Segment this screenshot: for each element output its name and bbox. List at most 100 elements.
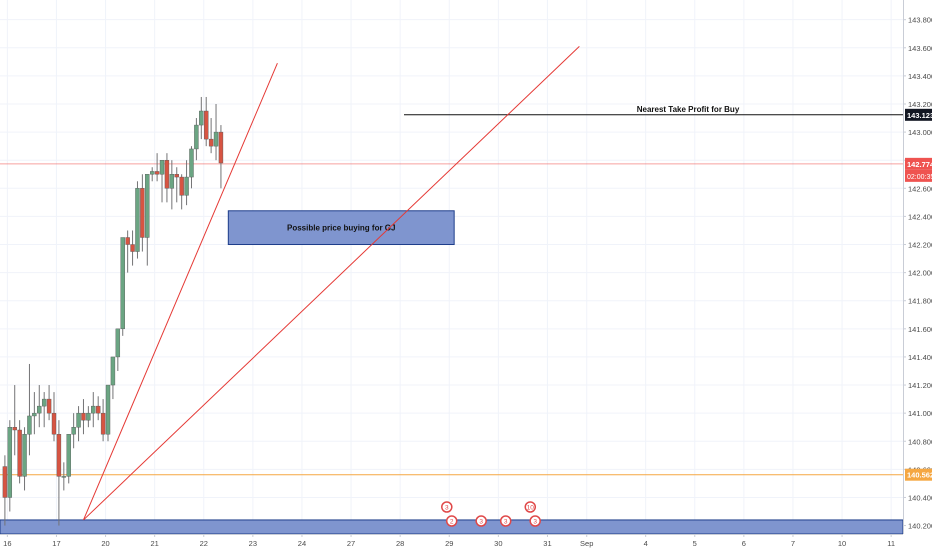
time-axis-background: [0, 534, 932, 550]
candle-body: [12, 427, 17, 431]
price-labels: 143.123 142.774 02:00:35 140.562: [905, 108, 932, 481]
candle-body: [46, 398, 52, 414]
x-tick-label: Sep: [580, 539, 593, 548]
support-price-label: 140.562: [907, 471, 932, 480]
event-marker-label: 3: [533, 519, 537, 526]
x-tick-label: 21: [150, 539, 158, 548]
event-marker-icon: [445, 515, 458, 527]
candle-body: [179, 176, 184, 196]
support-price-label-box: [905, 468, 932, 481]
candle-body: [41, 398, 47, 407]
x-tick-label: 29: [445, 539, 453, 548]
candle-body: [218, 131, 224, 164]
candle-body: [199, 110, 204, 126]
event-marker-label: 2: [450, 519, 454, 526]
countdown-label: 02:00:35: [907, 174, 932, 181]
event-marker-label: 3: [479, 519, 483, 526]
candle-body: [204, 110, 209, 140]
x-tick-label: 31: [543, 539, 551, 548]
current-price-label: 142.774: [907, 160, 932, 169]
candle-body: [174, 174, 179, 178]
y-tick-label: 141.200: [908, 381, 932, 390]
event-marker-icon: [441, 501, 453, 513]
event-marker-icon: [524, 501, 537, 513]
x-tick-label: 30: [494, 539, 502, 548]
x-tick-label: 16: [3, 539, 11, 548]
candle-body: [32, 412, 37, 417]
candle-body: [149, 171, 155, 175]
candle-body: [125, 237, 130, 245]
x-tick-label: 23: [249, 539, 257, 548]
event-marker-label: 3: [445, 505, 449, 512]
x-tick-label: 28: [396, 539, 404, 548]
y-tick-label: 142.400: [908, 212, 932, 221]
y-tick-label: 143.400: [908, 72, 932, 81]
candle-body: [120, 237, 125, 330]
candle-body: [100, 412, 106, 435]
x-tick-label: 5: [693, 539, 697, 548]
y-tick-label: 142.000: [908, 269, 932, 278]
event-marker-icon: [529, 515, 541, 527]
x-tick-label: 17: [52, 539, 60, 548]
candle-body: [91, 405, 96, 414]
grid: [0, 0, 903, 534]
candle-body: [145, 174, 150, 238]
candle-body: [184, 176, 189, 196]
candle-body: [169, 174, 175, 189]
candle-body: [22, 434, 27, 477]
y-tick-label: 143.800: [908, 16, 932, 25]
y-tick-label: 140.400: [908, 493, 932, 502]
candle-body: [17, 429, 22, 477]
candle-body: [61, 476, 67, 478]
x-tick-label: 7: [791, 539, 795, 548]
candle-body: [51, 412, 57, 435]
price-axis-background: [903, 0, 932, 550]
y-tick-label: 142.200: [908, 241, 932, 250]
take-profit-label: Nearest Take Profit for Buy: [637, 105, 740, 114]
y-tick-label: 141.800: [908, 297, 932, 306]
candle-body: [56, 434, 62, 477]
horizontal-lines: Nearest Take Profit for Buy: [0, 105, 903, 476]
event-marker-icon: [475, 515, 487, 527]
candle-body: [130, 244, 135, 252]
x-tick-label: 24: [298, 539, 306, 548]
x-tick-label: 27: [347, 539, 355, 548]
buy-zone-rect: [227, 210, 455, 246]
x-tick-label: 20: [101, 539, 109, 548]
y-tick-label: 143.600: [908, 44, 932, 53]
candle-body: [194, 124, 199, 150]
candle-body: [135, 188, 140, 252]
y-tick-label: 140.200: [908, 522, 932, 531]
candle-body: [95, 405, 101, 414]
current-price-label-box: [905, 157, 932, 170]
countdown-box: [905, 169, 932, 182]
candle-body: [140, 188, 145, 238]
y-tick-label: 140.800: [908, 437, 932, 446]
candles: [2, 96, 224, 526]
y-tick-label: 143.000: [908, 128, 932, 137]
y-tick-label: 141.600: [908, 325, 932, 334]
candle-body: [213, 131, 219, 147]
candle-body: [110, 356, 116, 386]
candle-body: [189, 148, 194, 178]
event-marker-icon: [499, 515, 512, 527]
candle-body: [164, 159, 170, 189]
take-profit-price-label: 143.123: [907, 111, 932, 120]
candle-body: [86, 412, 91, 421]
trendlines: [82, 46, 580, 521]
candle-body: [27, 415, 32, 435]
candle-body: [66, 434, 71, 477]
candle-body: [81, 412, 86, 421]
event-marker-label: 3: [504, 519, 508, 526]
x-tick-label: 4: [644, 539, 648, 548]
x-tick-label: 22: [200, 539, 208, 548]
x-tick-label: 11: [887, 539, 895, 548]
candle-body: [208, 138, 214, 147]
candle-body: [7, 427, 13, 498]
candle-body: [105, 384, 111, 435]
